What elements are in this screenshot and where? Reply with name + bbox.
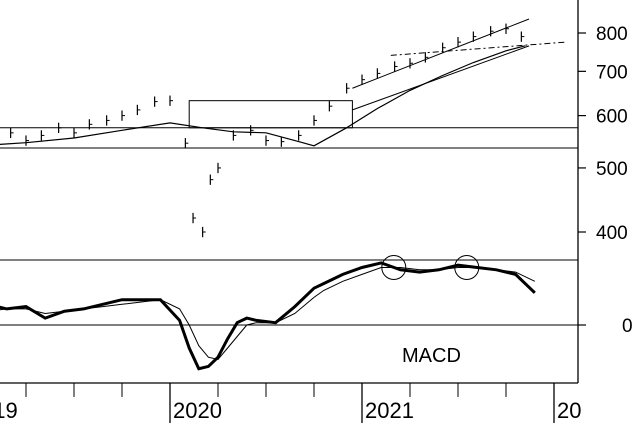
price-tick-label: 400 [596, 223, 628, 244]
price-tick-label: 800 [596, 24, 628, 45]
dash-dot-level [390, 41, 566, 56]
price-tick-label: 600 [596, 107, 628, 128]
x-axis: 019 2020 2021 20 [0, 383, 581, 423]
x-tick-label: 019 [0, 398, 18, 423]
x-tick-label: 20 [557, 398, 581, 423]
macd-peak-circle [381, 255, 407, 280]
macd-title: MACD [402, 345, 461, 367]
price-tick-label: 700 [596, 62, 628, 83]
macd-tick-label: 0 [622, 316, 633, 337]
trend-channel-lower [352, 45, 530, 111]
x-tick-label: 2020 [173, 398, 222, 423]
trend-channel-upper [352, 18, 530, 89]
macd-peak-circle [454, 255, 480, 280]
resistance-box [188, 100, 353, 129]
price-moving-average-line [0, 45, 526, 147]
price-panel: 400 500 600 700 800 [0, 18, 628, 244]
macd-panel: 0 MACD [0, 255, 633, 371]
x-tick-label: 2021 [365, 398, 414, 423]
price-tick-label: 500 [596, 159, 628, 180]
chart-frame [0, 0, 579, 384]
macd-line [0, 261, 536, 371]
